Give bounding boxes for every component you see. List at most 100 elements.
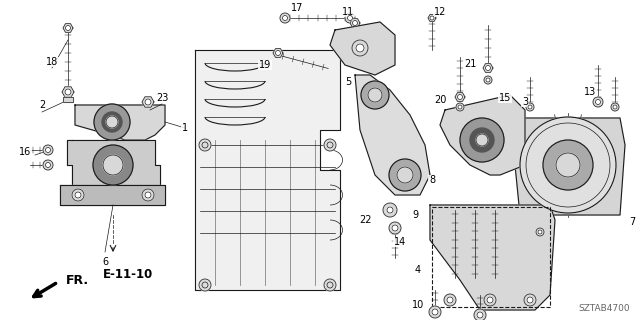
Circle shape: [75, 192, 81, 198]
Circle shape: [275, 51, 280, 55]
Circle shape: [528, 105, 532, 109]
Circle shape: [474, 309, 486, 320]
Circle shape: [353, 20, 358, 26]
Circle shape: [389, 222, 401, 234]
Circle shape: [45, 163, 51, 167]
Text: 13: 13: [584, 87, 596, 97]
Text: 12: 12: [434, 7, 446, 17]
Circle shape: [527, 297, 533, 303]
Circle shape: [72, 189, 84, 201]
Polygon shape: [440, 95, 525, 175]
Circle shape: [280, 13, 290, 23]
Circle shape: [456, 103, 464, 111]
Polygon shape: [428, 14, 436, 21]
Circle shape: [103, 155, 123, 175]
Circle shape: [458, 94, 463, 100]
Text: 8: 8: [429, 175, 435, 185]
Circle shape: [383, 203, 397, 217]
Circle shape: [389, 159, 421, 191]
Circle shape: [387, 207, 393, 213]
Text: E-11-10: E-11-10: [103, 268, 153, 281]
Polygon shape: [75, 105, 165, 140]
Circle shape: [345, 13, 355, 23]
Circle shape: [43, 160, 53, 170]
Text: 7: 7: [629, 217, 635, 227]
Circle shape: [429, 306, 441, 318]
Circle shape: [145, 192, 151, 198]
Text: 1: 1: [182, 123, 188, 133]
Circle shape: [526, 103, 534, 111]
Text: 5: 5: [345, 77, 351, 87]
Circle shape: [476, 134, 488, 146]
Circle shape: [556, 153, 580, 177]
Circle shape: [430, 16, 434, 20]
Text: 15: 15: [499, 93, 511, 103]
Circle shape: [538, 230, 542, 234]
Circle shape: [94, 104, 130, 140]
Circle shape: [93, 145, 133, 185]
Circle shape: [458, 105, 462, 109]
Circle shape: [348, 15, 353, 20]
Circle shape: [484, 294, 496, 306]
Text: 14: 14: [394, 237, 406, 247]
Text: 17: 17: [291, 3, 303, 13]
Circle shape: [324, 279, 336, 291]
Text: 11: 11: [342, 7, 354, 17]
Circle shape: [65, 89, 71, 95]
Polygon shape: [63, 24, 73, 32]
Text: 21: 21: [464, 59, 476, 69]
Text: SZTAB4700: SZTAB4700: [579, 304, 630, 313]
Text: 6: 6: [102, 257, 108, 267]
Circle shape: [536, 228, 544, 236]
Circle shape: [368, 88, 382, 102]
Polygon shape: [62, 87, 74, 97]
Circle shape: [145, 99, 151, 105]
Circle shape: [43, 145, 53, 155]
Text: 9: 9: [412, 210, 418, 220]
Circle shape: [199, 139, 211, 151]
Circle shape: [470, 128, 494, 152]
Circle shape: [324, 139, 336, 151]
Circle shape: [487, 297, 493, 303]
Text: 23: 23: [156, 93, 168, 103]
Bar: [63, 97, 73, 102]
Circle shape: [361, 81, 389, 109]
Circle shape: [447, 297, 453, 303]
Circle shape: [524, 294, 536, 306]
Polygon shape: [515, 118, 625, 215]
Polygon shape: [455, 93, 465, 101]
Polygon shape: [483, 64, 493, 72]
Circle shape: [595, 100, 600, 105]
Circle shape: [45, 148, 51, 153]
Circle shape: [65, 26, 70, 30]
Text: 3: 3: [522, 97, 528, 107]
Polygon shape: [142, 97, 154, 107]
Circle shape: [392, 225, 398, 231]
Circle shape: [484, 76, 492, 84]
Circle shape: [520, 117, 616, 213]
Circle shape: [282, 15, 287, 20]
Text: 16: 16: [19, 147, 31, 157]
Text: FR.: FR.: [66, 274, 89, 286]
Circle shape: [486, 78, 490, 82]
Circle shape: [397, 167, 413, 183]
Bar: [63, 97, 73, 102]
Circle shape: [199, 279, 211, 291]
Polygon shape: [60, 185, 165, 205]
Text: 18: 18: [46, 57, 58, 67]
Polygon shape: [67, 140, 160, 185]
Polygon shape: [350, 19, 360, 27]
Circle shape: [432, 309, 438, 315]
Circle shape: [356, 44, 364, 52]
Circle shape: [477, 312, 483, 318]
Circle shape: [444, 294, 456, 306]
Polygon shape: [330, 22, 395, 75]
Text: 20: 20: [434, 95, 446, 105]
Circle shape: [611, 103, 619, 111]
Polygon shape: [273, 49, 283, 57]
Circle shape: [102, 112, 122, 132]
Circle shape: [142, 189, 154, 201]
Text: 19: 19: [259, 60, 271, 70]
Circle shape: [352, 40, 368, 56]
Text: 22: 22: [359, 215, 371, 225]
